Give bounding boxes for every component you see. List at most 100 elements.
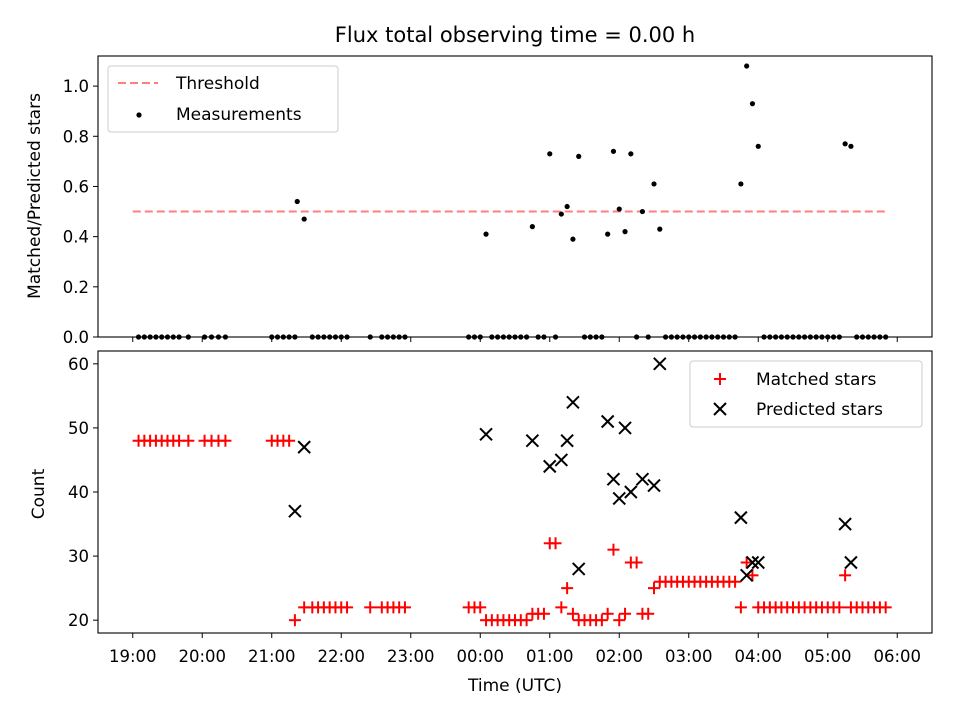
measurement-point [610, 148, 617, 154]
matched-point [839, 569, 852, 582]
predicted-point [635, 472, 650, 486]
predicted-point [739, 568, 754, 583]
measurement-point [564, 203, 570, 210]
top-plot: 0.0 0.2 0.4 0.6 0.8 1.0 Matched/Predicted sta… [25, 55, 933, 347]
predicted-point [606, 472, 621, 486]
matched-point [729, 575, 742, 588]
matched-point [555, 601, 568, 614]
matched-point [474, 601, 487, 614]
measurement-point [616, 206, 622, 212]
measurement-point [651, 181, 657, 187]
predicted-point [612, 491, 626, 506]
measurement-point [605, 231, 611, 237]
bottom-x-tick-label: 06:00 [873, 647, 921, 666]
predicted-point [560, 434, 574, 448]
bottom-x-tick-label: 00:00 [456, 647, 504, 666]
bottom-x-tick-label: 19:00 [109, 647, 157, 666]
predicted-point [844, 555, 858, 570]
bottom-x-tick-label: 02:00 [595, 647, 643, 666]
matched-point [520, 614, 533, 627]
top-y-tick-label: 0.8 [63, 127, 89, 146]
matched-point [537, 607, 550, 620]
predicted-point [297, 440, 311, 454]
matched-point [601, 607, 614, 620]
predicted-point [734, 510, 748, 525]
matched-point [879, 601, 892, 614]
bottom-x-tick-label: 23:00 [387, 647, 435, 666]
bottom-x-tick-label: 22:00 [317, 647, 365, 666]
matched-point [561, 582, 574, 595]
measurement-point [547, 151, 553, 157]
top-y-tick-label: 0.4 [63, 228, 89, 247]
matched-point [833, 601, 846, 614]
measurement-point [657, 226, 663, 232]
top-y-tick-label: 0.6 [63, 177, 89, 196]
bottom-ticks-layer: 19:00 20:00 21:00 22:00 23:00 00:00 01:00 02:00… [68, 355, 921, 666]
measurement-point [755, 143, 761, 149]
predicted-point [745, 555, 760, 570]
measurements-legend-swatch [136, 112, 142, 118]
predicted-legend-label: Predicted stars [756, 400, 883, 420]
predicted-point [572, 562, 586, 576]
bottom-y-tick-label: 30 [68, 547, 89, 566]
matched-legend-label: Matched stars [756, 370, 876, 390]
matched-point [182, 434, 195, 447]
bottom-y-tick-label: 20 [68, 611, 89, 630]
matched-legend-swatch [714, 373, 726, 385]
matched-point [283, 434, 296, 447]
bottom-x-tick-label: 20:00 [178, 647, 226, 666]
bottom-x-tick-label: 04:00 [734, 647, 782, 666]
matched-point [630, 556, 643, 569]
matched-point [398, 601, 411, 614]
matched-point [341, 601, 354, 614]
matched-point [549, 537, 562, 550]
top-y-tick-label: 0.2 [63, 278, 89, 297]
matched-point [619, 607, 632, 620]
predicted-point [566, 395, 580, 409]
predicted-point [751, 555, 765, 570]
predicted-point [288, 504, 302, 518]
top-chart-title: Flux total observing time = 0.00 h [335, 23, 695, 47]
top-y-tick-label: 1.0 [63, 77, 89, 96]
bottom-x-tick-label: 03:00 [665, 647, 713, 666]
matched-point [595, 614, 608, 627]
bottom-x-tick-label: 21:00 [248, 647, 296, 666]
top-axes-frame [97, 55, 933, 338]
measurement-point [628, 151, 634, 157]
measurement-point [744, 63, 750, 69]
predicted-point [653, 357, 667, 371]
predicted-point [624, 485, 638, 499]
predicted-point [554, 453, 569, 467]
measurement-point [558, 211, 564, 217]
measurement-point [294, 198, 300, 205]
measurements-legend-label: Measurements [176, 105, 302, 125]
measurement-point [842, 141, 848, 147]
matched-point [734, 601, 747, 614]
measurement-point [570, 236, 576, 242]
matched-point [219, 434, 232, 447]
predicted-point [525, 434, 540, 448]
bottom-x-axis-label: Time (UTC) [467, 676, 562, 696]
predicted-point [543, 459, 557, 474]
top-legend-box [107, 65, 339, 133]
measurement-point [622, 229, 628, 235]
predicted-legend-swatch [713, 402, 727, 416]
bottom-plot: 19:00 20:00 21:00 22:00 23:00 00:00 01:00 02:00… [29, 350, 933, 696]
bottom-x-tick-label: 05:00 [804, 647, 852, 666]
bottom-points-layer [132, 357, 892, 627]
top-legend: Threshold Measurements [107, 65, 339, 133]
top-ticks-layer: 0.0 0.2 0.4 0.6 0.8 1.0 [63, 77, 898, 347]
matched-point [648, 582, 660, 595]
predicted-point [647, 478, 661, 493]
matched-point [364, 601, 377, 614]
matched-point [288, 614, 301, 627]
matched-point [607, 543, 620, 556]
measurement-point [738, 181, 744, 187]
predicted-point [600, 414, 615, 429]
bottom-legend-box [689, 360, 923, 428]
top-y-tick-label: 0.0 [63, 328, 89, 347]
bottom-y-axis-label: Count [29, 468, 49, 519]
measurement-point [749, 101, 756, 107]
measurement-point [639, 208, 646, 215]
